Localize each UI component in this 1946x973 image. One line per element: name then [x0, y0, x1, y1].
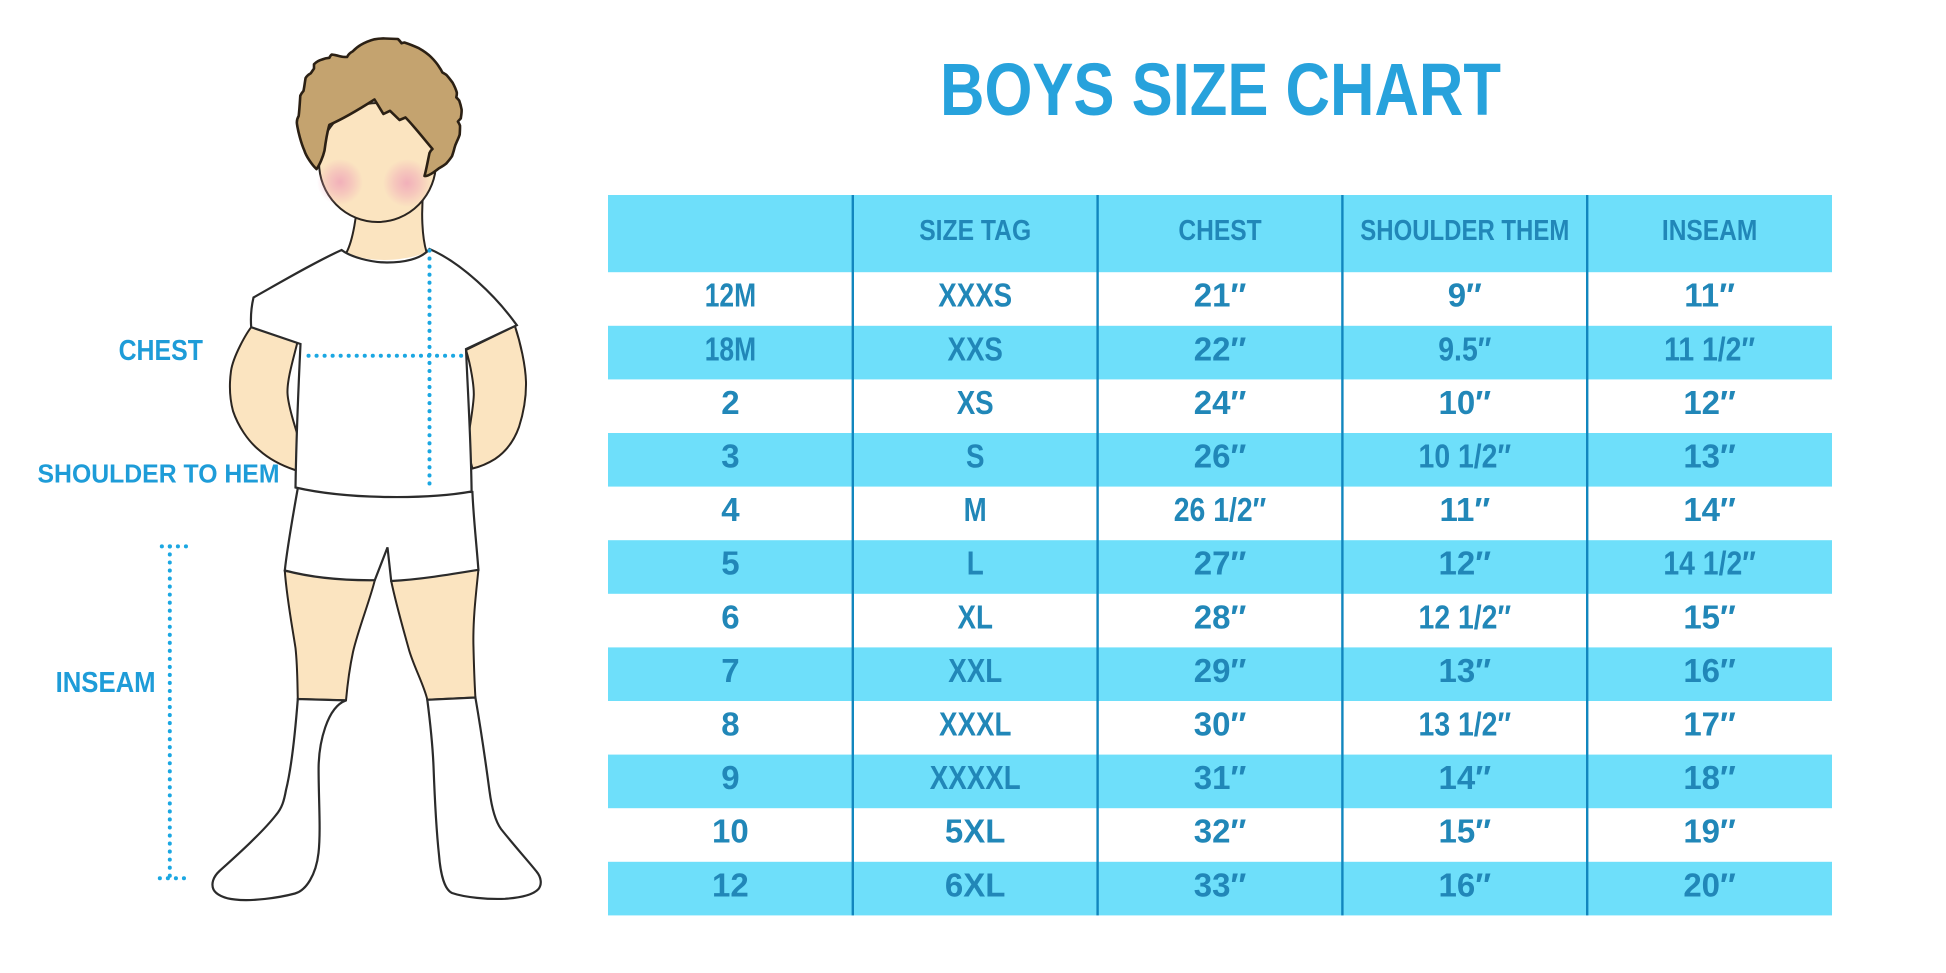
- svg-text:28″: 28″: [1194, 598, 1247, 635]
- svg-text:INSEAM: INSEAM: [56, 667, 156, 699]
- svg-text:5XL: 5XL: [945, 813, 1006, 850]
- svg-text:9.5″: 9.5″: [1438, 330, 1491, 367]
- svg-text:XXXXL: XXXXL: [930, 759, 1021, 796]
- svg-text:XS: XS: [957, 384, 994, 421]
- svg-text:BOYS SIZE CHART: BOYS SIZE CHART: [940, 48, 1501, 131]
- svg-text:14″: 14″: [1683, 491, 1736, 528]
- svg-text:12M: 12M: [705, 277, 756, 314]
- svg-text:CHEST: CHEST: [119, 335, 204, 367]
- svg-text:26 1/2″: 26 1/2″: [1174, 491, 1267, 528]
- svg-text:XXXS: XXXS: [938, 277, 1012, 314]
- svg-text:L: L: [967, 545, 984, 582]
- svg-text:18″: 18″: [1683, 759, 1736, 796]
- svg-text:14 1/2″: 14 1/2″: [1663, 545, 1756, 582]
- svg-text:S: S: [966, 438, 985, 475]
- svg-text:9: 9: [721, 759, 739, 796]
- svg-text:21″: 21″: [1194, 277, 1247, 314]
- svg-text:13″: 13″: [1683, 438, 1736, 475]
- svg-text:11″: 11″: [1439, 491, 1490, 528]
- svg-text:SHOULDER TO HEM: SHOULDER TO HEM: [38, 458, 280, 488]
- svg-text:CHEST: CHEST: [1178, 215, 1262, 247]
- svg-text:7: 7: [721, 652, 739, 689]
- svg-text:5: 5: [721, 545, 739, 582]
- svg-text:26″: 26″: [1194, 438, 1247, 475]
- svg-text:11″: 11″: [1684, 277, 1735, 314]
- svg-text:22″: 22″: [1194, 330, 1247, 367]
- svg-text:15″: 15″: [1683, 598, 1736, 635]
- svg-text:10: 10: [712, 813, 749, 850]
- svg-text:16″: 16″: [1439, 866, 1492, 903]
- svg-text:12: 12: [712, 866, 749, 903]
- svg-text:19″: 19″: [1683, 813, 1736, 850]
- svg-text:SIZE TAG: SIZE TAG: [919, 215, 1031, 247]
- svg-text:M: M: [964, 491, 987, 528]
- svg-text:13″: 13″: [1439, 652, 1492, 689]
- svg-text:8: 8: [721, 706, 739, 743]
- svg-text:30″: 30″: [1194, 706, 1247, 743]
- svg-text:11 1/2″: 11 1/2″: [1664, 330, 1755, 367]
- svg-text:XXL: XXL: [948, 652, 1002, 689]
- svg-text:31″: 31″: [1194, 759, 1247, 796]
- svg-text:33″: 33″: [1194, 866, 1247, 903]
- svg-text:4: 4: [721, 491, 740, 528]
- svg-text:9″: 9″: [1448, 277, 1482, 314]
- svg-text:6: 6: [721, 598, 739, 635]
- svg-text:13 1/2″: 13 1/2″: [1419, 706, 1512, 743]
- svg-text:10 1/2″: 10 1/2″: [1419, 438, 1512, 475]
- svg-text:24″: 24″: [1194, 384, 1247, 421]
- svg-text:10″: 10″: [1439, 384, 1492, 421]
- svg-text:INSEAM: INSEAM: [1662, 215, 1757, 247]
- svg-text:6XL: 6XL: [945, 866, 1006, 903]
- svg-text:29″: 29″: [1194, 652, 1247, 689]
- svg-text:20″: 20″: [1683, 866, 1736, 903]
- svg-text:27″: 27″: [1194, 545, 1247, 582]
- svg-text:12 1/2″: 12 1/2″: [1419, 598, 1512, 635]
- svg-text:17″: 17″: [1683, 706, 1736, 743]
- svg-text:14″: 14″: [1439, 759, 1492, 796]
- svg-text:15″: 15″: [1439, 813, 1492, 850]
- svg-text:2: 2: [721, 384, 739, 421]
- svg-text:18M: 18M: [705, 330, 756, 367]
- svg-text:12″: 12″: [1439, 545, 1492, 582]
- svg-text:SHOULDER THEM: SHOULDER THEM: [1360, 215, 1569, 247]
- svg-text:XXS: XXS: [948, 330, 1003, 367]
- svg-text:3: 3: [721, 438, 739, 475]
- svg-text:XXXL: XXXL: [939, 706, 1012, 743]
- svg-text:16″: 16″: [1683, 652, 1736, 689]
- svg-text:XL: XL: [957, 598, 993, 635]
- svg-text:12″: 12″: [1683, 384, 1736, 421]
- svg-text:32″: 32″: [1194, 813, 1247, 850]
